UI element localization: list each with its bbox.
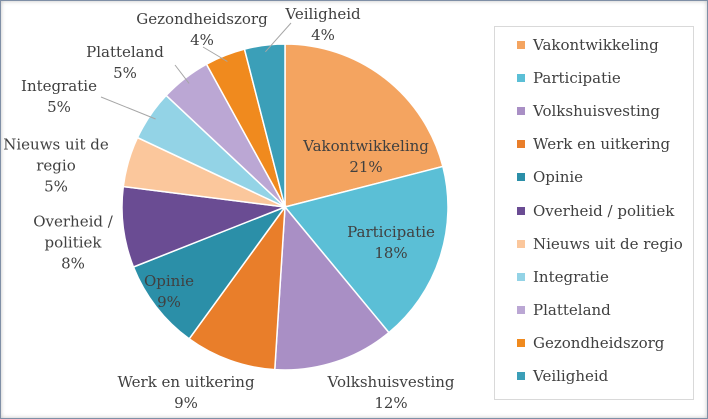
data-label-name: Gezondheidszorg <box>136 10 268 28</box>
legend-swatch <box>517 140 525 149</box>
leader-line <box>265 22 292 53</box>
data-label: Platteland 5% <box>86 42 164 84</box>
data-label-name: Werk en uitkering <box>117 373 255 391</box>
data-label-value: 5% <box>47 98 71 116</box>
data-label: Participatie 18% <box>347 222 435 264</box>
data-label-name: Participatie <box>347 223 435 241</box>
legend-item: Integratie <box>495 267 609 287</box>
legend-swatch <box>517 338 525 347</box>
data-label-value: 4% <box>190 31 214 49</box>
leader-line <box>202 46 228 62</box>
legend-label: Overheid / politiek <box>533 201 675 220</box>
legend-item: Werk en uitkering <box>495 134 670 154</box>
legend-swatch <box>517 305 525 314</box>
data-label-name: Overheid / <box>33 212 113 231</box>
data-label-value: 5% <box>113 64 137 82</box>
data-label-value: 18% <box>374 244 408 262</box>
legend-label: Gezondheidszorg <box>533 333 665 352</box>
leader-line <box>174 64 190 84</box>
data-label-name: politiek <box>44 233 102 252</box>
pie-slice-volkshuisvesting <box>273 205 390 371</box>
data-label: Volkshuisvesting 12% <box>327 372 454 414</box>
data-label-name: regio <box>36 156 76 175</box>
legend-swatch <box>517 272 525 281</box>
legend-swatch <box>517 41 525 49</box>
pie-slice-werk-en-uitkering <box>188 204 286 371</box>
data-label-value: 9% <box>157 293 181 311</box>
legend-label: Werk en uitkering <box>533 135 671 154</box>
legend-swatch <box>517 206 525 215</box>
legend-label: Platteland <box>533 300 611 319</box>
data-label-name: Platteland <box>86 43 164 61</box>
legend-item: Volkshuisvesting <box>495 101 660 121</box>
legend-item: Vakontwikkeling <box>495 35 659 55</box>
data-label-name: Vakontwikkeling <box>303 137 429 155</box>
data-label: Gezondheidszorg 4% <box>136 9 267 51</box>
pie-slice-veiligheid <box>243 43 286 208</box>
leader-line <box>100 96 156 120</box>
data-label-name: Veiligheid <box>285 5 361 23</box>
pie-slice-opinie <box>132 205 288 340</box>
legend-label: Participatie <box>533 69 621 88</box>
data-label-value: 4% <box>311 26 335 44</box>
legend-item: Veiligheid <box>495 366 608 386</box>
legend-item: Overheid / politiek <box>495 201 674 221</box>
data-label-value: 9% <box>174 394 198 412</box>
data-label: Opinie 9% <box>144 271 194 313</box>
legend: Vakontwikkeling Participatie Volkshuisvest… <box>494 26 694 400</box>
legend-item: Opinie <box>495 167 583 187</box>
legend-label: Integratie <box>533 267 609 286</box>
data-label: Overheid / politiek 8% <box>33 212 113 275</box>
legend-swatch <box>517 74 525 83</box>
data-label-name: Opinie <box>143 272 195 290</box>
pie-slice-vakontwikkeling <box>284 43 444 208</box>
data-label: Veiligheid 4% <box>285 4 360 46</box>
legend-swatch <box>517 173 525 182</box>
legend-item: Gezondheidszorg <box>495 333 664 353</box>
legend-swatch <box>517 372 525 380</box>
data-label-value: 12% <box>374 394 408 412</box>
legend-swatch <box>517 239 525 248</box>
data-label: Werk en uitkering 9% <box>117 372 254 414</box>
legend-label: Opinie <box>533 168 584 187</box>
data-label: Nieuws uit de regio 5% <box>3 135 109 198</box>
legend-label: Nieuws uit de regio <box>533 234 683 253</box>
data-label-name: Nieuws uit de <box>3 135 109 154</box>
data-label-value: 8% <box>61 254 85 273</box>
pie-slice-participatie <box>283 165 449 334</box>
data-label: Vakontwikkeling 21% <box>303 136 429 178</box>
legend-item: Platteland <box>495 300 611 320</box>
data-label-name: Integratie <box>21 77 97 95</box>
legend-label: Vakontwikkeling <box>533 36 659 54</box>
data-label-value: 21% <box>349 158 383 176</box>
legend-swatch <box>517 107 525 116</box>
data-label: Integratie 5% <box>21 76 97 118</box>
legend-item: Participatie <box>495 68 621 88</box>
data-label-value: 5% <box>44 177 68 196</box>
legend-label: Volkshuisvesting <box>533 102 661 121</box>
legend-item: Nieuws uit de regio <box>495 234 683 254</box>
data-label-name: Volkshuisvesting <box>327 373 455 391</box>
legend-label: Veiligheid <box>533 367 609 385</box>
